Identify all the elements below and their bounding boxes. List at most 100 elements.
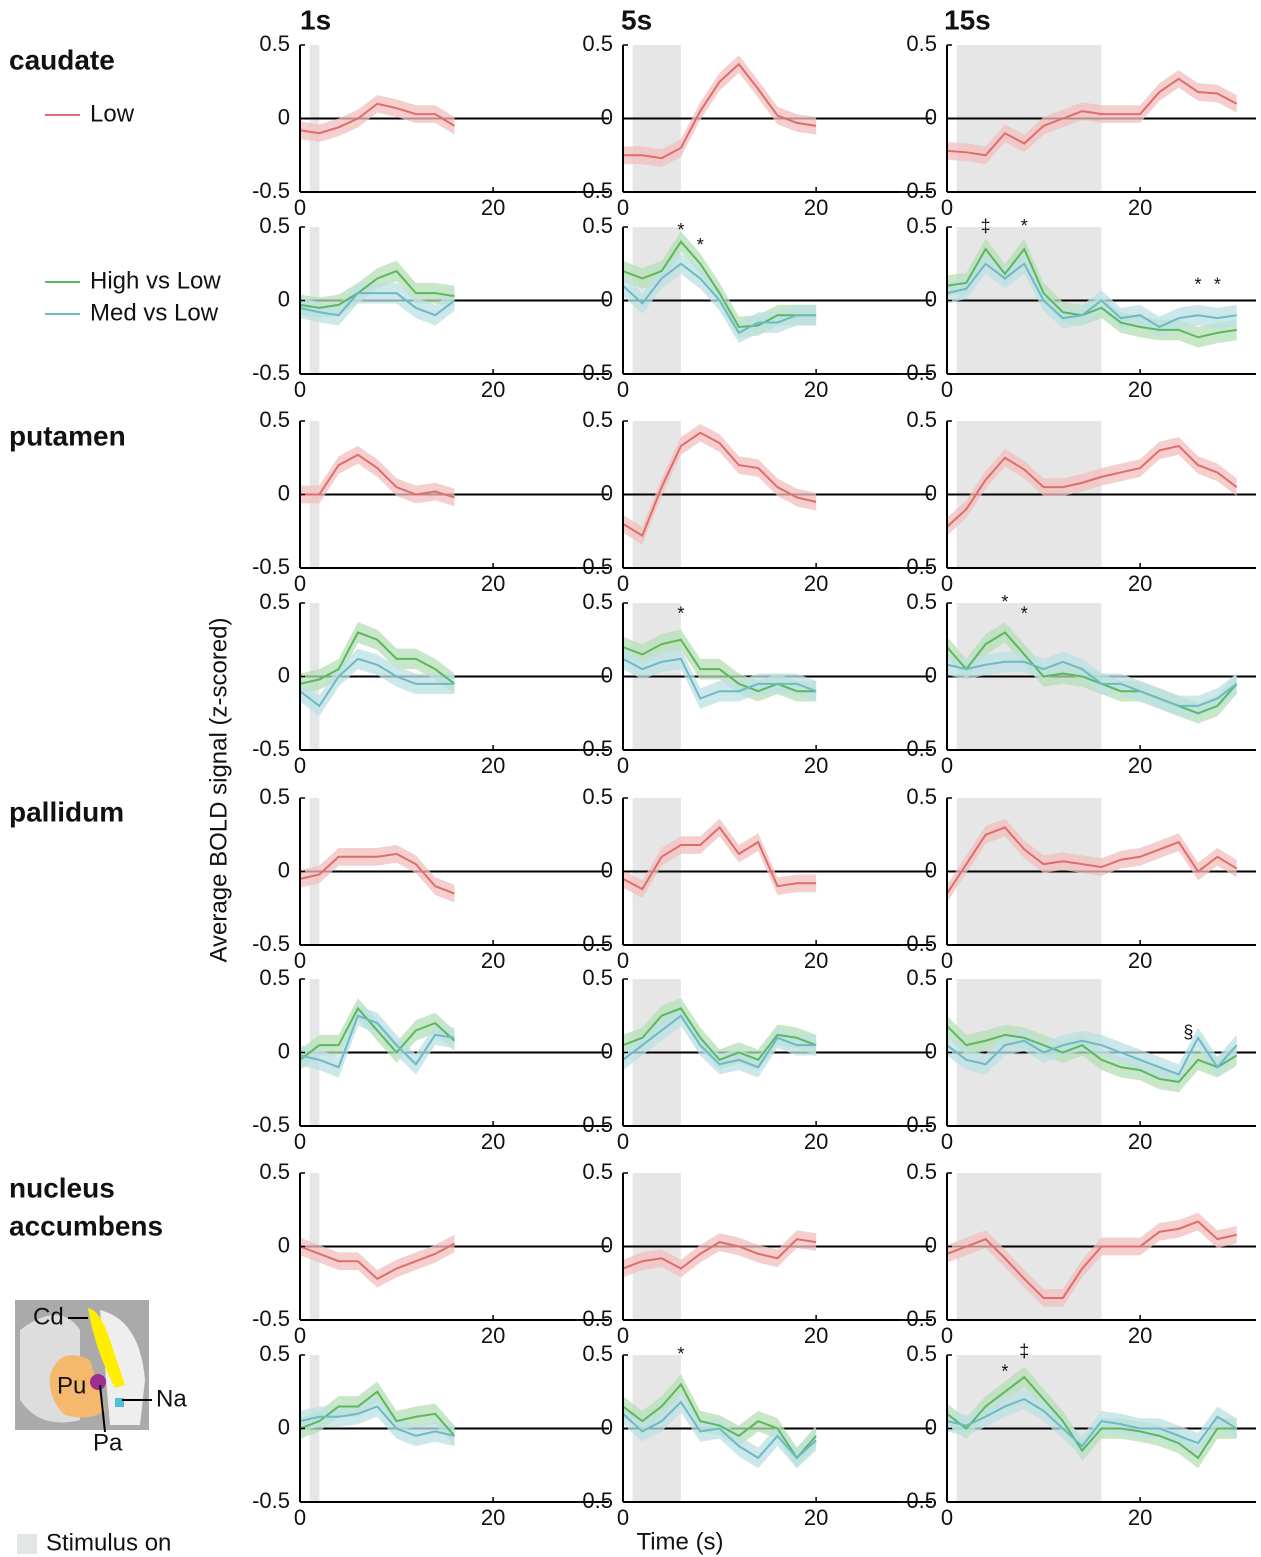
y-tick-label: -0.5 <box>252 360 290 385</box>
x-tick-label: 0 <box>294 1323 306 1348</box>
y-tick-label: 0 <box>925 286 937 311</box>
y-tick-label: 0.5 <box>582 1341 613 1366</box>
x-tick-label: 20 <box>481 948 505 973</box>
y-tick-label: -0.5 <box>252 554 290 579</box>
y-tick-label: 0.5 <box>906 784 937 809</box>
x-tick-label: 20 <box>1128 753 1152 778</box>
x-tick-label: 20 <box>481 1323 505 1348</box>
y-tick-label: -0.5 <box>899 1488 937 1513</box>
y-tick-label: -0.5 <box>899 1112 937 1137</box>
y-tick-label: -0.5 <box>575 178 613 203</box>
x-tick-label: 0 <box>617 753 629 778</box>
y-tick-label: -0.5 <box>899 178 937 203</box>
x-tick-label: 20 <box>804 1129 828 1154</box>
annotation: * <box>697 235 704 255</box>
x-tick-label: 0 <box>294 948 306 973</box>
y-tick-label: 0 <box>601 480 613 505</box>
y-tick-label: -0.5 <box>899 931 937 956</box>
x-tick-label: 0 <box>941 571 953 596</box>
y-tick-label: 0 <box>278 480 290 505</box>
annotation: * <box>677 604 684 624</box>
row-label: nucleus <box>9 1172 115 1203</box>
x-tick-label: 20 <box>481 377 505 402</box>
x-tick-label: 0 <box>617 571 629 596</box>
x-tick-label: 0 <box>617 377 629 402</box>
error-band <box>300 845 455 902</box>
y-tick-label: 0 <box>601 104 613 129</box>
y-tick-label: 0 <box>601 662 613 687</box>
y-tick-label: 0 <box>925 1038 937 1063</box>
x-tick-label: 20 <box>1128 948 1152 973</box>
x-tick-label: 0 <box>617 948 629 973</box>
y-tick-label: 0.5 <box>259 965 290 990</box>
y-tick-label: 0 <box>925 662 937 687</box>
y-tick-label: 0.5 <box>582 31 613 56</box>
column-title: 5s <box>621 4 652 35</box>
figure: 1s 5s 15s caudate putamen pallidum nucle… <box>0 0 1261 1557</box>
y-tick-label: 0 <box>601 1414 613 1439</box>
x-tick-label: 20 <box>481 753 505 778</box>
pallidum-region <box>90 1374 106 1390</box>
x-tick-label: 0 <box>294 1129 306 1154</box>
y-tick-label: 0 <box>925 1414 937 1439</box>
y-tick-label: -0.5 <box>575 736 613 761</box>
x-tick-label: 0 <box>941 195 953 220</box>
y-tick-label: -0.5 <box>899 1306 937 1331</box>
y-tick-label: 0 <box>925 480 937 505</box>
x-tick-label: 0 <box>294 377 306 402</box>
y-tick-label: 0 <box>601 857 613 882</box>
y-tick-label: 0.5 <box>582 213 613 238</box>
annotation: * <box>677 1344 684 1364</box>
x-tick-label: 20 <box>481 571 505 596</box>
annotation: ‡ <box>1019 1341 1029 1361</box>
x-tick-label: 20 <box>804 195 828 220</box>
annotation: * <box>1214 275 1221 295</box>
x-tick-label: 20 <box>1128 1323 1152 1348</box>
y-tick-label: -0.5 <box>899 736 937 761</box>
y-tick-label: 0.5 <box>906 213 937 238</box>
column-title: 1s <box>300 4 331 35</box>
x-tick-label: 20 <box>1128 195 1152 220</box>
x-tick-label: 0 <box>617 1505 629 1530</box>
x-tick-label: 20 <box>481 1129 505 1154</box>
y-tick-label: 0.5 <box>582 965 613 990</box>
y-tick-label: 0 <box>278 1232 290 1257</box>
stimulus-swatch <box>17 1534 37 1554</box>
y-tick-label: -0.5 <box>252 1306 290 1331</box>
y-tick-label: 0.5 <box>906 965 937 990</box>
x-tick-label: 20 <box>1128 377 1152 402</box>
annotation: * <box>1001 592 1008 612</box>
x-tick-label: 20 <box>804 948 828 973</box>
x-tick-label: 0 <box>294 571 306 596</box>
legend-label: Low <box>90 100 135 127</box>
y-tick-label: -0.5 <box>575 1306 613 1331</box>
y-tick-label: 0.5 <box>259 784 290 809</box>
y-tick-label: -0.5 <box>252 1488 290 1513</box>
annotation: * <box>1001 1361 1008 1381</box>
y-tick-label: 0 <box>278 104 290 129</box>
y-tick-label: 0.5 <box>906 589 937 614</box>
x-tick-label: 0 <box>294 195 306 220</box>
y-tick-label: 0.5 <box>582 589 613 614</box>
brain-label: Na <box>156 1385 187 1412</box>
x-tick-label: 0 <box>617 1129 629 1154</box>
brain-inset: Cd Pu Na Pa <box>15 1300 187 1456</box>
y-tick-label: 0.5 <box>582 1159 613 1184</box>
y-tick-label: 0 <box>601 286 613 311</box>
legend-label: High vs Low <box>90 267 221 294</box>
x-tick-label: 0 <box>941 1505 953 1530</box>
y-tick-label: 0.5 <box>582 407 613 432</box>
y-tick-label: 0 <box>925 857 937 882</box>
y-tick-label: 0.5 <box>259 407 290 432</box>
row-label: putamen <box>9 420 126 451</box>
y-tick-label: 0.5 <box>906 1341 937 1366</box>
row-label: pallidum <box>9 796 124 827</box>
y-tick-label: 0.5 <box>259 1341 290 1366</box>
x-tick-label: 0 <box>941 948 953 973</box>
y-tick-label: -0.5 <box>575 1112 613 1137</box>
y-tick-label: 0 <box>278 662 290 687</box>
x-tick-label: 0 <box>294 753 306 778</box>
x-axis-label: Time (s) <box>636 1528 723 1555</box>
x-tick-label: 0 <box>617 1323 629 1348</box>
y-tick-label: -0.5 <box>252 931 290 956</box>
